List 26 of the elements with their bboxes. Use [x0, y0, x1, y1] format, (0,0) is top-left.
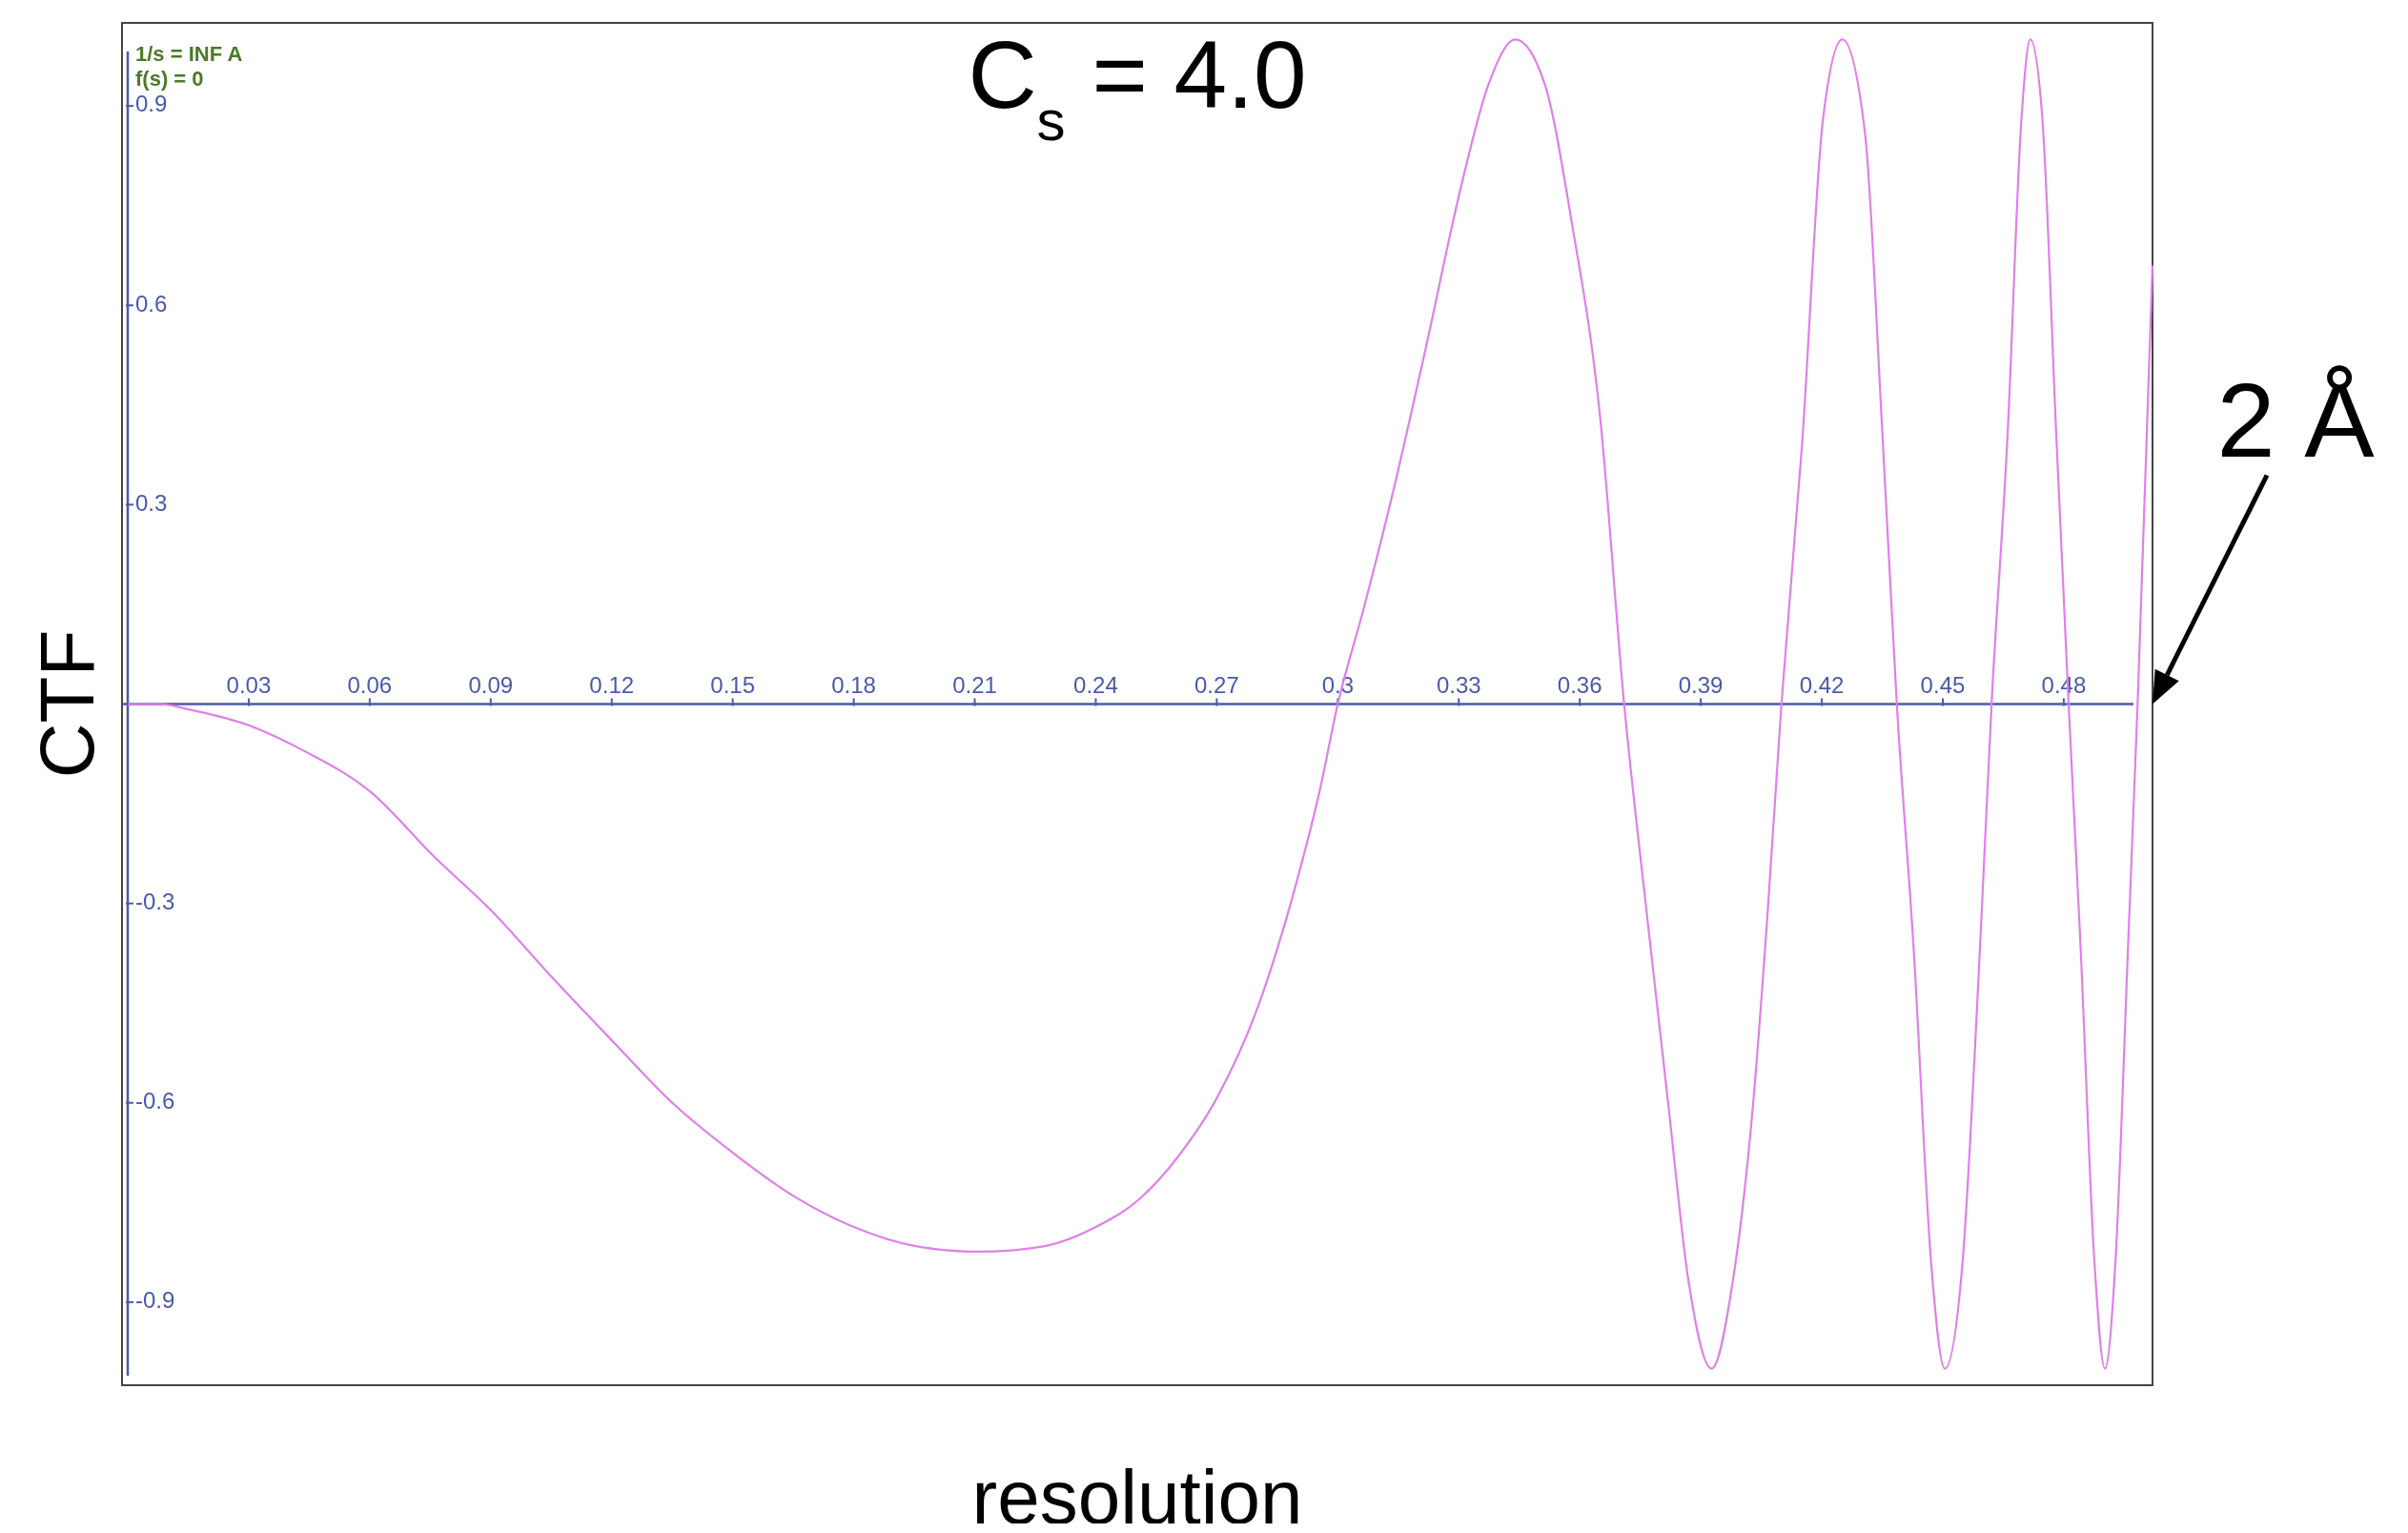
x-tick-label: 0.24: [1073, 671, 1118, 698]
y-tick-label: -0.9: [135, 1287, 175, 1314]
chart-title: C$_{s}$ = 4.0: [968, 21, 1307, 153]
annotation: f(s) = 0: [135, 67, 204, 91]
annotation: 1/s = INF A: [135, 42, 243, 66]
line-series: [126, 38, 2154, 1370]
x-tick-label: 0.21: [952, 671, 997, 698]
y-tick-label: 0.9: [135, 91, 168, 117]
x-tick-label: 0.09: [468, 671, 514, 698]
x-tick-label: 0.03: [226, 671, 272, 698]
y-tick-label: -0.6: [135, 1088, 175, 1114]
x-tick-label: 0.45: [1920, 671, 1966, 698]
y-tick-label: -0.3: [135, 888, 175, 914]
x-tick-label: 0.18: [831, 671, 876, 698]
y-tick-label: 0.3: [135, 489, 168, 516]
x-tick-label: 0.27: [1194, 671, 1239, 698]
x-tick-label: 0.33: [1436, 671, 1481, 698]
x-tick-label: 0.06: [347, 671, 393, 698]
x-tick-label: 0.39: [1678, 671, 1724, 698]
y-tick-label: 0.6: [135, 290, 168, 317]
x-tick-label: 0.36: [1557, 671, 1602, 698]
x-tick-label: 0.15: [710, 671, 756, 698]
y-axis-title: CTF: [25, 629, 110, 779]
x-tick-label: 0.12: [589, 671, 635, 698]
text: 2 Å: [2216, 360, 2376, 479]
x-tick-label: 0.42: [1799, 671, 1845, 698]
